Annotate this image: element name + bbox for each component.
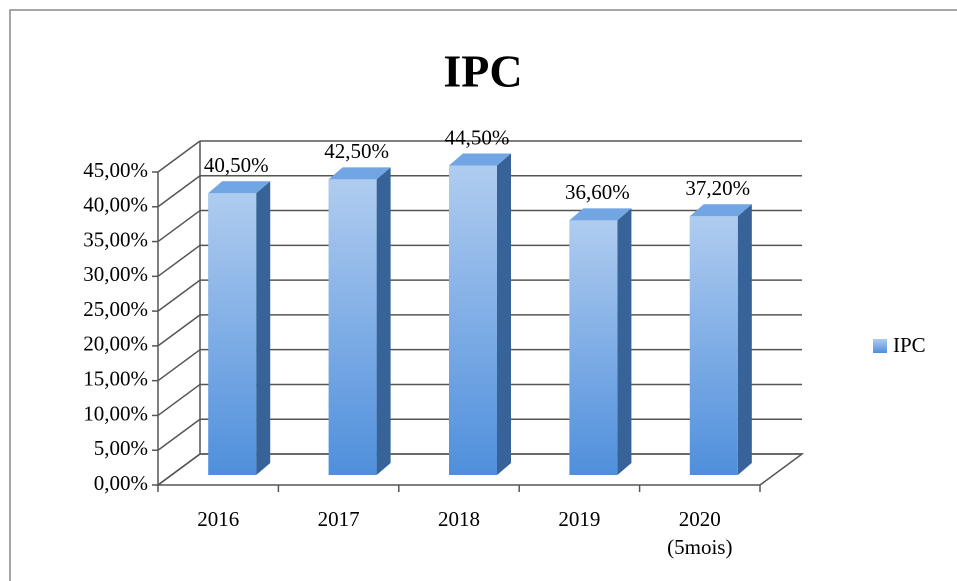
x-tick-label: 2018 <box>438 507 480 531</box>
bar-side-shade <box>497 153 511 475</box>
bar-shine <box>208 193 257 476</box>
y-tick-label: 40,00% <box>83 193 148 217</box>
bar-side-shade <box>737 204 752 475</box>
data-label: 40,50% <box>204 153 269 177</box>
bar-top <box>689 204 752 217</box>
bar-shine <box>569 220 618 475</box>
bar-top <box>569 208 632 221</box>
bar-shine <box>328 179 377 475</box>
y-tick-label: 30,00% <box>83 262 148 286</box>
y-tick-label: 10,00% <box>83 401 148 425</box>
data-label: 36,60% <box>565 180 630 204</box>
y-tick-label: 0,00% <box>94 471 148 495</box>
bar-side-shade <box>617 208 632 475</box>
grid-line <box>157 314 201 347</box>
grid-line <box>157 175 201 208</box>
y-tick-label: 15,00% <box>83 366 148 390</box>
chart-border <box>9 9 957 581</box>
data-label: 37,20% <box>685 176 750 200</box>
bar-side <box>497 153 511 475</box>
bar-top <box>328 167 391 180</box>
grid-line <box>157 279 201 312</box>
bar-side-shade <box>376 167 391 475</box>
bar-side <box>376 167 391 475</box>
y-tick-label: 35,00% <box>83 227 148 251</box>
bar-side <box>256 181 271 476</box>
grid-line <box>157 383 201 417</box>
grid-line <box>157 244 201 277</box>
x-tick-label: 2019 <box>558 507 601 531</box>
bar-shine <box>449 165 497 475</box>
x-tick-label: 2017 <box>317 507 360 531</box>
y-tick-label: 20,00% <box>83 332 148 356</box>
legend-label: IPC <box>893 333 926 357</box>
legend-swatch-shine <box>873 339 887 353</box>
bar-top-shade <box>569 208 632 221</box>
bar-top <box>449 153 511 166</box>
data-label: 44,50% <box>445 125 510 149</box>
chart-title: IPC <box>443 46 522 97</box>
bar-top-shade <box>449 153 511 166</box>
bar-side <box>737 204 752 475</box>
grid-line <box>157 140 201 173</box>
data-label: 42,50% <box>324 139 389 163</box>
bar-top-shade <box>208 181 271 194</box>
bar-side <box>617 208 632 475</box>
y-tick-label: 25,00% <box>83 297 148 321</box>
grid-line <box>157 453 201 486</box>
x-tick-label: 2020 (5mois) <box>667 507 733 559</box>
x-tick-label: 2016 <box>197 507 240 531</box>
grid-line <box>157 349 201 382</box>
y-tick-label: 45,00% <box>83 158 148 182</box>
y-tick-label: 5,00% <box>94 436 148 460</box>
bar-top-shade <box>689 204 752 217</box>
bar-top-shade <box>328 167 391 180</box>
grid-line <box>157 209 201 243</box>
bar-top <box>208 181 271 194</box>
bar-shine <box>689 216 738 475</box>
bar-side-shade <box>256 181 271 476</box>
grid-line <box>157 418 201 451</box>
